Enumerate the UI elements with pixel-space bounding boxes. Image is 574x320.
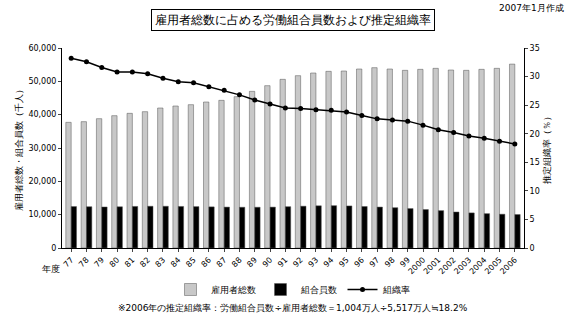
svg-text:2000: 2000 xyxy=(407,255,428,276)
svg-text:89: 89 xyxy=(245,255,259,269)
svg-text:年度: 年度 xyxy=(42,264,60,274)
svg-text:60,000: 60,000 xyxy=(28,44,56,53)
svg-text:0: 0 xyxy=(51,244,56,253)
svg-text:35: 35 xyxy=(530,44,540,53)
svg-text:25: 25 xyxy=(530,101,540,110)
svg-text:77: 77 xyxy=(62,255,76,269)
svg-text:2001: 2001 xyxy=(422,255,443,276)
svg-text:雇用者総数・組合員数（千人）: 雇用者総数・組合員数（千人） xyxy=(14,85,24,211)
svg-text:15: 15 xyxy=(530,158,540,167)
svg-text:83: 83 xyxy=(154,255,168,269)
svg-text:93: 93 xyxy=(307,255,321,269)
svg-text:雇用者総数に占める労働組合員数および推定組織率: 雇用者総数に占める労働組合員数および推定組織率 xyxy=(155,13,431,27)
svg-text:5: 5 xyxy=(530,215,535,224)
svg-text:30: 30 xyxy=(530,72,540,81)
svg-text:0: 0 xyxy=(530,244,535,253)
svg-text:2006: 2006 xyxy=(498,255,519,276)
svg-text:79: 79 xyxy=(92,255,106,269)
svg-text:87: 87 xyxy=(215,255,229,269)
svg-text:雇用者総数: 雇用者総数 xyxy=(211,285,256,295)
svg-text:85: 85 xyxy=(184,255,198,269)
svg-text:98: 98 xyxy=(383,255,397,269)
svg-text:2002: 2002 xyxy=(437,255,458,276)
svg-text:97: 97 xyxy=(368,255,382,269)
svg-text:2005: 2005 xyxy=(483,255,504,276)
svg-text:30,000: 30,000 xyxy=(28,144,56,153)
svg-text:40,000: 40,000 xyxy=(28,110,56,119)
svg-text:20,000: 20,000 xyxy=(28,177,56,186)
svg-text:10,000: 10,000 xyxy=(28,210,56,219)
svg-text:99: 99 xyxy=(398,255,412,269)
svg-text:91: 91 xyxy=(276,255,290,269)
svg-text:95: 95 xyxy=(337,255,351,269)
svg-text:80: 80 xyxy=(108,255,122,269)
svg-text:92: 92 xyxy=(291,255,305,269)
svg-text:81: 81 xyxy=(123,255,137,269)
svg-text:2007年1月作成: 2007年1月作成 xyxy=(499,3,564,13)
svg-text:82: 82 xyxy=(138,255,152,269)
svg-text:組合員数: 組合員数 xyxy=(300,285,337,295)
svg-text:78: 78 xyxy=(77,255,91,269)
svg-text:20: 20 xyxy=(530,130,540,139)
svg-text:50,000: 50,000 xyxy=(28,77,56,86)
svg-text:96: 96 xyxy=(353,255,367,269)
svg-text:※2006年の推定組織率：労働組合員数÷雇用者総数＝1,00: ※2006年の推定組織率：労働組合員数÷雇用者総数＝1,004万人÷5,517万… xyxy=(118,303,468,313)
svg-text:94: 94 xyxy=(322,255,336,269)
svg-text:86: 86 xyxy=(200,255,214,269)
svg-text:90: 90 xyxy=(261,255,275,269)
svg-text:組織率: 組織率 xyxy=(382,285,410,295)
svg-text:2004: 2004 xyxy=(468,255,489,276)
svg-text:88: 88 xyxy=(230,255,244,269)
svg-text:10: 10 xyxy=(530,187,540,196)
svg-text:推定組織率（％）: 推定組織率（％） xyxy=(542,112,552,184)
svg-text:2003: 2003 xyxy=(452,255,473,276)
svg-text:84: 84 xyxy=(169,255,183,269)
